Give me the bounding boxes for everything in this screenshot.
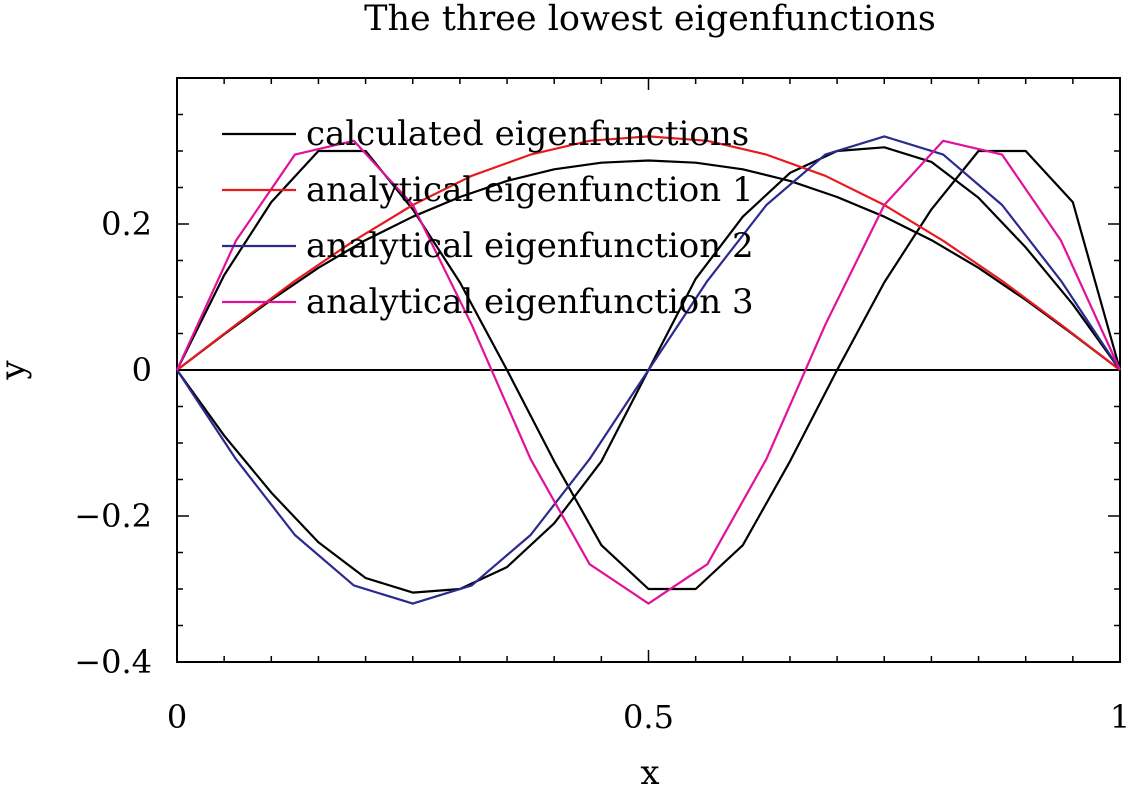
- legend-label: analytical eigenfunction 1: [306, 170, 754, 210]
- x-tick-label: 0: [167, 698, 187, 736]
- x-tick-label: 0.5: [623, 698, 674, 736]
- series-lines: [175, 135, 1122, 605]
- y-tick-label: −0.2: [74, 497, 152, 535]
- x-tick-label: 1: [1110, 698, 1130, 736]
- legend-label: analytical eigenfunction 2: [306, 226, 754, 266]
- axis-ticks: [176, 77, 1121, 663]
- y-tick-label: 0: [132, 351, 152, 389]
- y-axis-label: y: [0, 360, 33, 381]
- series-line-analytical-eigenfunction-1: [176, 135, 1121, 371]
- series-line-calculated-eigenfunctions: [176, 159, 1121, 371]
- legend-label: calculated eigenfunctions: [306, 114, 749, 154]
- x-axis-label: x: [640, 753, 659, 787]
- series-line-analytical-eigenfunction-3: [175, 139, 1122, 605]
- y-tick-label: 0.2: [101, 205, 152, 243]
- legend-label: analytical eigenfunction 3: [306, 282, 754, 322]
- chart-title: The three lowest eigenfunctions: [364, 0, 936, 39]
- y-tick-label: −0.4: [74, 643, 152, 681]
- tick-labels: 0 0.5 1 −0.4 −0.2 0 0.2: [74, 205, 1130, 736]
- legend: calculated eigenfunctions analytical eige…: [222, 114, 754, 322]
- plot-area: calculated eigenfunctions analytical eige…: [175, 77, 1122, 663]
- series-line-analytical-eigenfunction-2: [176, 135, 1121, 605]
